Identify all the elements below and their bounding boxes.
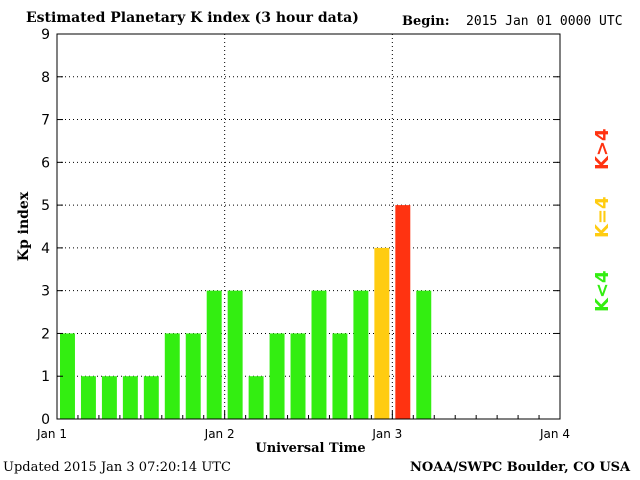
y-tick-label: 2	[41, 326, 50, 342]
kp-bar	[374, 247, 390, 419]
y-tick-label: 0	[41, 412, 50, 428]
x-axis-label: Universal Time	[255, 441, 365, 456]
kp-bar	[353, 290, 369, 419]
y-tick-label: 7	[41, 113, 50, 129]
kp-bar	[80, 376, 96, 419]
chart-title: Estimated Planetary K index (3 hour data…	[26, 10, 359, 26]
y-tick-label: 6	[41, 155, 50, 171]
kp-bar	[416, 290, 432, 419]
legend-high: K>4	[592, 128, 613, 170]
legend-low: K<4	[592, 270, 613, 312]
kp-bar	[290, 333, 306, 419]
y-tick-label: 8	[41, 70, 50, 86]
kp-bar	[332, 333, 348, 419]
x-tick-label: Jan 1	[36, 427, 67, 441]
kp-bar	[206, 290, 222, 419]
plot-frame	[56, 33, 561, 420]
x-tick-label: Jan 4	[539, 427, 570, 441]
kp-bar	[60, 333, 75, 419]
kp-bar	[395, 205, 411, 419]
kp-bar	[101, 376, 117, 419]
kp-bar	[122, 376, 138, 419]
kp-bar	[248, 376, 264, 419]
y-tick-label: 3	[41, 284, 50, 300]
y-axis-label: Kp index	[16, 191, 32, 261]
y-tick-label: 4	[41, 241, 50, 257]
kp-bar	[227, 290, 243, 419]
kp-bar	[311, 290, 327, 419]
x-tick-label: Jan 2	[204, 427, 235, 441]
y-tick-label: 5	[41, 198, 50, 214]
y-tick-label: 9	[41, 27, 50, 43]
source-label: NOAA/SWPC Boulder, CO USA	[410, 460, 631, 475]
begin-value: 2015 Jan 01 0000 UTC	[466, 14, 623, 29]
legend-mid: K=4	[592, 196, 613, 238]
begin-label: Begin:	[402, 14, 450, 29]
updated-timestamp: Updated 2015 Jan 3 07:20:14 UTC	[3, 460, 231, 475]
kp-bar	[143, 376, 159, 419]
x-tick-label: Jan 3	[371, 427, 402, 441]
kp-bar	[164, 333, 180, 419]
kp-bar	[269, 333, 285, 419]
y-tick-label: 1	[41, 369, 50, 385]
kp-bar	[185, 333, 201, 419]
